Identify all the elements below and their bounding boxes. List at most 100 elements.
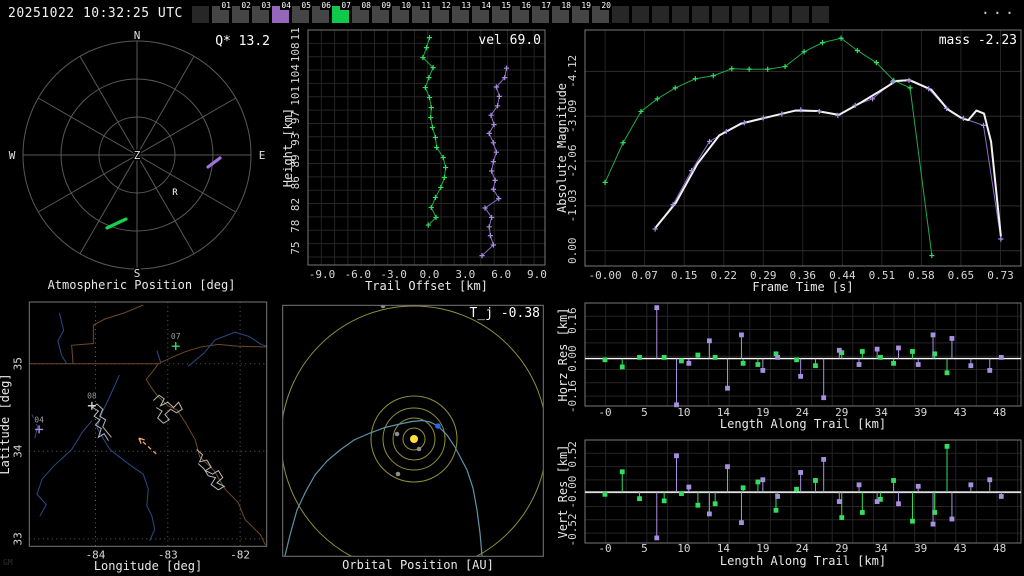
timestamp: 20251022 10:32:25 UTC — [8, 6, 183, 21]
x-tick: 0.73 — [987, 269, 1014, 282]
grid — [585, 30, 1021, 266]
x-tick: 14 — [717, 406, 731, 419]
y-tick: -1.03 — [566, 189, 579, 222]
camera-slot-08[interactable]: 08 — [352, 1, 372, 23]
ground-map: 04 08 07 -84 -83 -82 35 34 33 Longitude [deg] Lati… — [0, 301, 268, 573]
y-tick: -0.52 — [566, 513, 579, 546]
camera-slot-empty — [772, 6, 789, 23]
grid — [585, 303, 1021, 406]
x-tick: -0 — [598, 406, 611, 419]
camera-slot-12[interactable]: 12 — [432, 1, 452, 23]
x-tick: 0.58 — [908, 269, 935, 282]
y-tick: 86 — [289, 176, 302, 189]
y-tick: -4.12 — [566, 55, 579, 88]
velocity-chart: -9.0 -6.0 -3.0 0.0 3.0 6.0 9.0 75 78 82 86 89 93 97 10… — [283, 28, 547, 293]
camera-slot-14[interactable]: 14 — [472, 1, 492, 23]
meteoroid-orbit — [284, 419, 483, 557]
camera-slot-16[interactable]: 16 — [512, 1, 532, 23]
camera-slot-empty — [792, 6, 809, 23]
x-tick: 10 — [677, 406, 690, 419]
orbital-plot: T_j -0.38 — [282, 304, 544, 557]
y-axis-label: Absolute Magnitude — [556, 83, 569, 213]
earth-dot — [435, 423, 441, 429]
camera-slot-01[interactable]: 01 — [212, 1, 232, 23]
y-axis-label: Vert Res [km] — [556, 445, 570, 539]
grid — [308, 30, 545, 265]
camera-slot-19[interactable]: 19 — [572, 1, 592, 23]
y-tick: 93 — [289, 133, 302, 146]
y-tick: 97 — [289, 111, 302, 124]
lat-tick: 35 — [11, 357, 24, 370]
camera-slot-label: 13 — [460, 1, 472, 10]
y-tick: -3.09 — [566, 100, 579, 133]
stem-markers-purple — [654, 305, 1004, 408]
camera-slot-11[interactable]: 11 — [412, 1, 432, 23]
camera-slot-empty — [692, 6, 709, 23]
y-tick: 0.00 — [566, 345, 579, 372]
camera-slot-label: 20 — [600, 1, 612, 10]
polar-grid — [22, 40, 252, 270]
x-axis-label: Frame Time [s] — [752, 280, 853, 294]
state-border — [158, 343, 267, 365]
camera-slot-label: 09 — [380, 1, 392, 10]
watermark: GM — [3, 558, 13, 567]
camera-slot-06[interactable]: 06 — [312, 1, 332, 23]
x-tick: 48 — [993, 542, 1006, 555]
camera-slot-04[interactable]: 04 — [272, 1, 292, 23]
overflow-menu[interactable]: ... — [980, 0, 1017, 18]
camera-slot-label: 05 — [300, 1, 312, 10]
y-tick: -0.16 — [566, 380, 579, 413]
y-tick: 104 — [289, 64, 302, 84]
camera-slot-10[interactable]: 10 — [392, 1, 412, 23]
camera-slot-13[interactable]: 13 — [452, 1, 472, 23]
camera-slot-empty — [632, 6, 649, 23]
lon-tick: -83 — [158, 548, 178, 561]
x-tick: 0.44 — [829, 269, 856, 282]
station-label-08: 08 — [87, 392, 97, 401]
camera-slot-20[interactable]: 20 — [592, 1, 612, 23]
y-tick: 112 — [289, 28, 302, 41]
y-tick: -0.00 — [566, 476, 579, 509]
x-tick: 29 — [835, 542, 848, 555]
camera-slot-label: 18 — [560, 1, 572, 10]
state-border — [145, 363, 266, 546]
camera-slot-empty — [652, 6, 669, 23]
fit-line — [654, 79, 1002, 237]
camera-slot-label: 15 — [500, 1, 512, 10]
camera-slot-09[interactable]: 09 — [372, 1, 392, 23]
ground-track-arrow — [138, 437, 157, 455]
station-marker-04 — [35, 425, 44, 434]
camera-slot-05[interactable]: 05 — [292, 1, 312, 23]
camera-slot-label: 06 — [320, 1, 332, 10]
camera-slot-18[interactable]: 18 — [552, 1, 572, 23]
arrow-head — [138, 437, 142, 444]
x-tick: 34 — [875, 542, 889, 555]
x-tick: -3.0 — [380, 268, 407, 281]
x-tick: 5 — [641, 542, 648, 555]
compass-w: W — [9, 149, 16, 162]
camera-slot-empty — [812, 6, 829, 23]
stems-purple — [656, 455, 1002, 538]
stem-markers-green — [602, 349, 950, 376]
panel-title: T_j -0.38 — [470, 306, 540, 321]
series-markers-green — [420, 35, 449, 228]
x-tick: 19 — [756, 542, 769, 555]
camera-slot-15[interactable]: 15 — [492, 1, 512, 23]
camera-slot-empty — [732, 6, 749, 23]
camera-slot-empty — [712, 6, 729, 23]
y-tick: 82 — [289, 198, 302, 211]
series-line-purple — [654, 80, 1002, 240]
x-axis-label: Longitude [deg] — [94, 559, 202, 573]
city-outline — [91, 403, 112, 442]
x-tick: 0.29 — [750, 269, 777, 282]
camera-slot-17[interactable]: 17 — [532, 1, 552, 23]
radiant-marker: R — [172, 188, 178, 198]
y-tick: 78 — [289, 220, 302, 233]
camera-slot-03[interactable]: 03 — [252, 1, 272, 23]
series-line-green — [422, 37, 447, 226]
camera-slot-02[interactable]: 02 — [232, 1, 252, 23]
x-tick: -0.00 — [589, 269, 622, 282]
x-tick: 0.51 — [869, 269, 896, 282]
city-outline — [153, 394, 183, 424]
camera-slot-07[interactable]: 07 — [332, 1, 352, 23]
